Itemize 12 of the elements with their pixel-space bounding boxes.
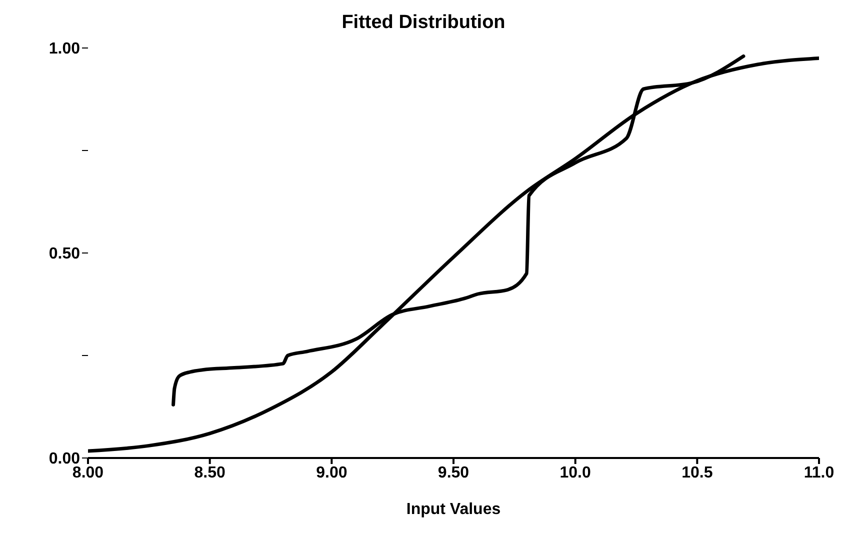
y-tick-label: 1.00: [48, 40, 80, 58]
y-tick-label: 0.50: [48, 246, 80, 263]
line-series: [88, 56, 819, 453]
x-tick-label: 10.0: [560, 464, 592, 482]
x-tick-label: 8.50: [194, 464, 226, 482]
x-tick-label: 11.0: [804, 464, 834, 482]
x-tick-label: 9.00: [316, 464, 348, 482]
x-tick-label: 9.50: [438, 464, 470, 482]
x-axis-title: Input Values: [406, 501, 501, 518]
chart-title: Fitted Distribution: [340, 11, 506, 35]
x-tick-label: 10.5: [682, 464, 713, 482]
x-tick-label: 8.00: [72, 464, 104, 482]
